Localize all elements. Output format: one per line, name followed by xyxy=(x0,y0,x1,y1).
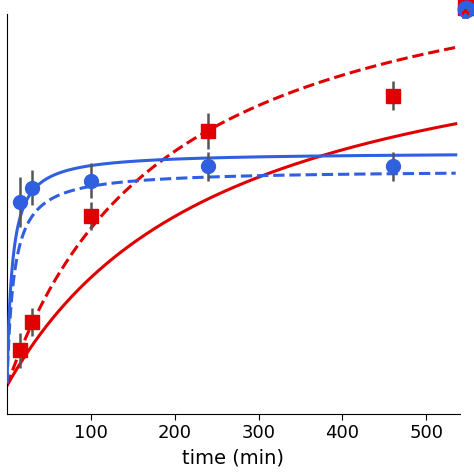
Legend: , , , , , : , , , , , xyxy=(465,6,468,18)
X-axis label: time (min): time (min) xyxy=(182,448,284,467)
